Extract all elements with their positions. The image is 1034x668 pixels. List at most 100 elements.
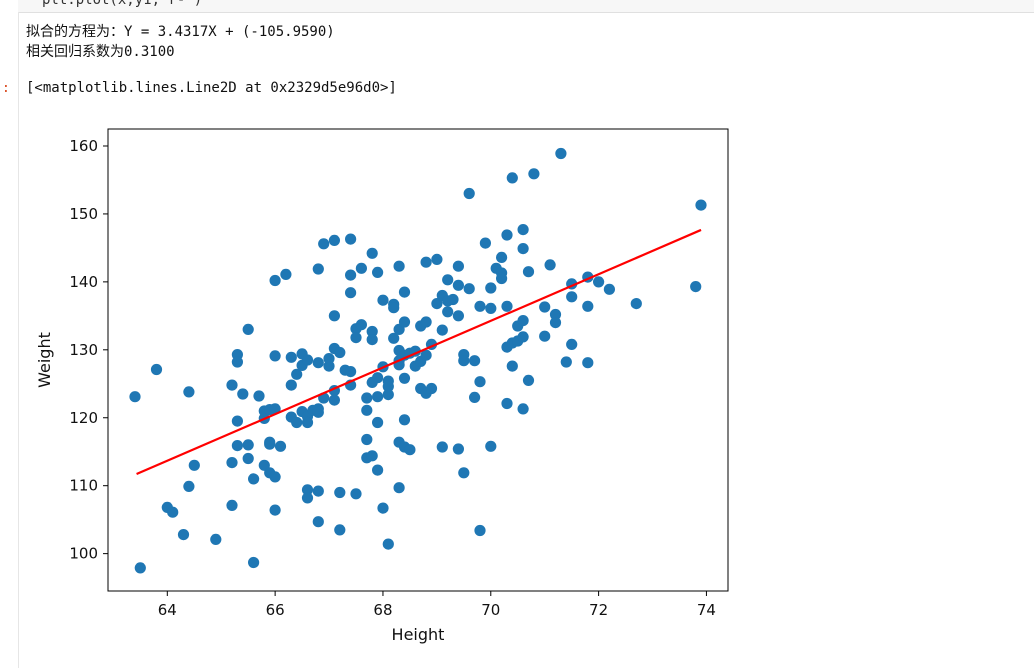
data-point xyxy=(269,471,281,483)
data-point xyxy=(350,488,362,500)
data-point xyxy=(452,310,464,322)
data-point xyxy=(452,279,464,291)
data-point xyxy=(183,480,195,492)
data-point xyxy=(301,354,314,366)
data-point xyxy=(226,499,238,511)
data-point xyxy=(425,382,438,395)
data-point xyxy=(372,416,384,429)
data-point xyxy=(269,350,281,362)
data-point xyxy=(420,349,432,361)
data-point xyxy=(549,308,562,321)
data-point xyxy=(377,294,389,306)
data-point xyxy=(134,562,146,574)
x-tick-label: 64 xyxy=(158,601,177,619)
data-point xyxy=(695,199,707,211)
data-point xyxy=(593,276,605,288)
data-point xyxy=(382,538,394,550)
data-point xyxy=(334,524,346,536)
y-tick-label: 120 xyxy=(69,409,98,427)
data-point xyxy=(226,379,238,391)
regression-line xyxy=(136,228,702,476)
data-point xyxy=(544,259,556,271)
data-point xyxy=(517,403,529,415)
data-point xyxy=(237,388,249,400)
axes-frame xyxy=(107,128,729,592)
data-point xyxy=(582,357,594,369)
data-point xyxy=(382,389,394,401)
data-point xyxy=(517,243,529,255)
x-tick-label: 74 xyxy=(697,601,716,619)
data-point xyxy=(420,316,432,328)
equation-line: 拟合的方程为：Y = 3.4317X + (-105.9590) xyxy=(26,24,335,40)
data-point xyxy=(469,355,481,367)
y-tick-label: 160 xyxy=(69,137,98,155)
data-point xyxy=(522,374,535,386)
x-tick-label: 68 xyxy=(373,601,392,619)
data-point xyxy=(452,443,464,455)
data-point xyxy=(398,372,411,384)
data-point xyxy=(328,310,340,322)
data-point xyxy=(285,351,297,363)
data-point xyxy=(248,473,260,485)
data-point xyxy=(388,332,400,344)
data-point xyxy=(549,317,562,329)
data-point xyxy=(372,372,384,384)
data-point xyxy=(372,464,384,476)
data-point xyxy=(528,168,540,180)
data-point xyxy=(366,334,378,346)
y-tick-label: 140 xyxy=(69,273,98,291)
data-point xyxy=(496,272,508,285)
x-tick-label: 72 xyxy=(589,601,608,619)
data-point xyxy=(447,293,459,306)
data-point xyxy=(560,356,572,368)
data-point xyxy=(398,414,411,426)
data-point xyxy=(248,556,260,569)
data-point xyxy=(345,287,357,299)
data-point xyxy=(582,300,594,312)
x-tick-label: 70 xyxy=(481,601,500,619)
data-point xyxy=(566,291,578,303)
data-point xyxy=(501,397,513,410)
data-point xyxy=(328,394,340,406)
data-point xyxy=(388,302,400,314)
data-point xyxy=(361,433,373,446)
x-axis-label: Height xyxy=(392,625,445,644)
correlation-line: 相关回归系数为0.3100 xyxy=(26,44,175,60)
data-point xyxy=(334,346,346,359)
data-point xyxy=(431,298,443,310)
cell-prompt-gutter xyxy=(0,0,18,668)
data-point xyxy=(458,355,470,367)
data-point xyxy=(555,147,567,160)
data-point xyxy=(398,286,411,298)
data-point xyxy=(312,485,324,497)
data-point xyxy=(269,403,281,415)
axes: 64 66 68 70 72 74 100 110 120 130 140 150 160 Height W… xyxy=(35,128,729,644)
data-point xyxy=(393,482,405,494)
y-tick-label: 110 xyxy=(69,477,98,495)
data-point xyxy=(463,283,475,295)
data-point xyxy=(345,233,357,245)
data-point xyxy=(442,274,454,286)
data-point xyxy=(312,406,324,418)
data-point xyxy=(269,504,281,516)
data-point xyxy=(226,457,238,469)
data-point xyxy=(366,325,378,338)
data-point xyxy=(452,260,464,272)
data-point xyxy=(566,338,578,350)
data-point xyxy=(334,486,346,499)
cell-left-rule xyxy=(18,12,19,668)
y-axis-label: Weight xyxy=(35,332,54,388)
data-point xyxy=(501,300,513,312)
code-line[interactable]: plt.plot(x,y1,'r-') xyxy=(42,0,203,8)
data-point xyxy=(328,234,340,246)
data-point xyxy=(479,237,491,249)
data-point xyxy=(242,439,254,451)
data-point xyxy=(485,302,497,314)
code-cell-input[interactable]: plt.plot(x,y1,'r-') xyxy=(18,0,1034,13)
data-point xyxy=(431,253,443,265)
data-point xyxy=(372,266,384,278)
x-tick-label: 66 xyxy=(266,601,285,619)
y-tick-label: 130 xyxy=(69,341,98,359)
data-point xyxy=(301,416,314,429)
data-point xyxy=(242,452,254,465)
